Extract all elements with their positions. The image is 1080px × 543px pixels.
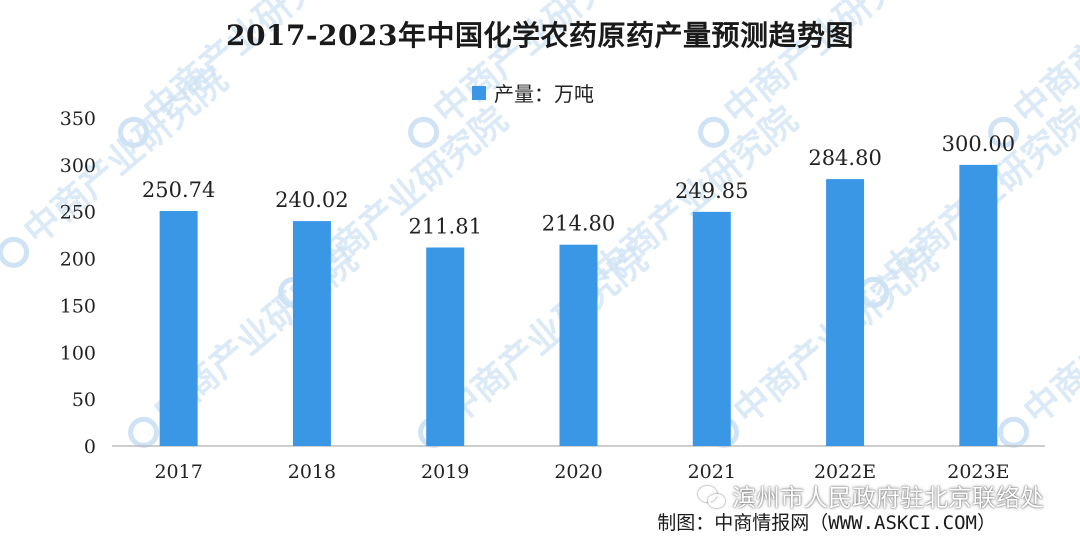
bar	[826, 179, 865, 446]
legend-swatch	[472, 85, 486, 100]
x-tick-label: 2021	[688, 461, 736, 483]
y-tick-label: 250	[60, 202, 96, 224]
data-label: 249.85	[675, 179, 748, 203]
data-label: 300.00	[942, 132, 1015, 156]
y-tick-label: 0	[84, 436, 96, 458]
wechat-overlay-text: 滨州市人民政府驻北京联络处	[732, 484, 1044, 512]
watermark-logo-icon	[128, 416, 160, 448]
watermark-logo-icon	[408, 116, 440, 148]
bar	[292, 221, 331, 446]
x-tick-label: 2017	[154, 461, 202, 483]
y-tick-label: 100	[60, 342, 96, 364]
source-note: 制图：中商情报网（WWW.ASKCI.COM）	[657, 512, 996, 534]
data-label: 250.74	[142, 178, 215, 202]
data-label: 214.80	[542, 212, 615, 236]
watermark-logo-icon	[998, 416, 1030, 448]
watermark-logo-icon	[118, 116, 150, 148]
watermark-logo-icon	[0, 236, 30, 268]
x-tick-label: 2019	[421, 461, 469, 483]
x-tick-label: 2018	[288, 461, 336, 483]
y-tick-label: 350	[60, 108, 96, 130]
bar	[559, 244, 598, 446]
y-tick-label: 200	[60, 249, 96, 271]
y-tick-label: 150	[60, 295, 96, 317]
bar	[426, 247, 465, 446]
x-tick-label: 2023E	[947, 461, 1009, 483]
data-label: 284.80	[808, 146, 881, 170]
watermark-logo-icon	[698, 116, 730, 148]
chart-title: 2017-2023年中国化学农药原药产量预测趋势图	[226, 19, 854, 52]
chart-legend: 产量：万吨	[472, 78, 594, 107]
x-tick-label: 2022E	[814, 461, 876, 483]
data-label: 211.81	[408, 215, 481, 239]
y-tick-label: 50	[72, 389, 96, 411]
bar	[959, 164, 998, 446]
legend-label: 产量：万吨	[494, 82, 594, 106]
data-label: 240.02	[275, 188, 348, 212]
bar	[692, 211, 731, 446]
wechat-overlay: 滨州市人民政府驻北京联络处	[698, 478, 1044, 513]
x-tick-label: 2020	[554, 461, 602, 483]
bar	[159, 211, 198, 446]
watermark-logo-icon	[988, 116, 1020, 148]
wechat-icon	[698, 485, 725, 508]
y-tick-label: 300	[60, 155, 96, 177]
